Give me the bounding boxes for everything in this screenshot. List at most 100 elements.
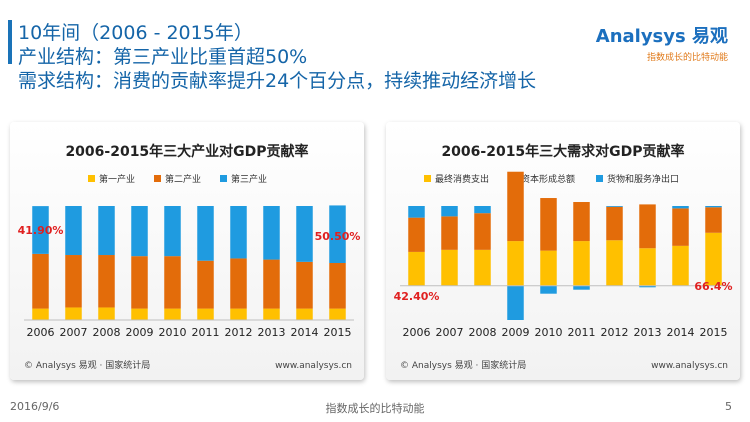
bar-2007-series-2 (65, 255, 82, 308)
bar-2013-series-1 (639, 248, 656, 286)
chart-source: © Analysys 易观 · 国家统计局 (24, 359, 150, 371)
analysys-logo: Analysys 易观 指数成长的比特动能 (596, 22, 728, 63)
x-tick-2011: 2011 (192, 326, 220, 339)
x-tick-2012: 2012 (601, 326, 629, 339)
x-tick-2007: 2007 (436, 326, 464, 339)
bar-2012-series-2 (230, 258, 247, 309)
bar-2014-series-2 (672, 208, 689, 246)
x-tick-2010: 2010 (535, 326, 563, 339)
bar-2013-series-2 (639, 204, 656, 249)
bar-2010-series-3 (540, 285, 557, 294)
bar-2009-series-3 (507, 285, 524, 320)
bar-2009-series-1 (131, 308, 148, 320)
bar-2010-series-2 (540, 198, 557, 251)
bar-2012-series-3 (230, 206, 247, 259)
slide-subtitle-industry: 产业结构：第三产业比重首超50% (18, 46, 308, 68)
footer-slogan: 指数成长的比特动能 (325, 402, 425, 415)
legend-swatch-3 (220, 175, 227, 182)
bar-2012-series-3 (606, 206, 623, 207)
bar-2011-series-1 (573, 241, 590, 286)
x-tick-2006: 2006 (27, 326, 55, 339)
bar-2014-series-3 (296, 206, 313, 262)
bar-2013-series-3 (639, 285, 656, 288)
x-tick-2013: 2013 (258, 326, 286, 339)
x-tick-2008: 2008 (93, 326, 121, 339)
bar-2015-series-2 (705, 207, 722, 233)
bar-2011-series-2 (573, 202, 590, 242)
data-label-2015: 66.4% (694, 280, 732, 293)
bar-2006-series-1 (408, 251, 425, 286)
slide-subtitle-demand: 需求结构：消费的贡献率提升24个百分点，持续推动经济增长 (18, 70, 537, 92)
bar-2013-series-2 (263, 259, 280, 309)
bar-2009-series-2 (507, 171, 524, 242)
bar-2008-series-2 (474, 213, 491, 250)
bar-2014-series-2 (296, 261, 313, 309)
x-tick-2009: 2009 (502, 326, 530, 339)
legend-label-1: 第一产业 (99, 173, 135, 185)
x-tick-2009: 2009 (126, 326, 154, 339)
page-number: 5 (725, 400, 732, 413)
bar-2011-series-2 (197, 260, 214, 309)
bar-2012-series-2 (606, 206, 623, 241)
bar-2007-series-3 (65, 206, 82, 256)
bar-2010-series-3 (164, 206, 181, 257)
bar-2015-series-3 (329, 205, 346, 263)
chart-site: www.analysys.cn (275, 361, 352, 371)
bar-2015-series-1 (329, 308, 346, 320)
bar-2014-series-1 (296, 308, 313, 320)
bar-2006-series-2 (32, 253, 49, 309)
x-tick-2008: 2008 (469, 326, 497, 339)
chart-title: 2006-2015年三大需求对GDP贡献率 (441, 143, 684, 160)
legend-swatch-3 (596, 175, 603, 182)
bar-2010-series-1 (164, 308, 181, 320)
legend-label-3: 第三产业 (231, 173, 267, 185)
x-tick-2013: 2013 (634, 326, 662, 339)
slide-title: 10年间（2006 - 2015年） (18, 22, 253, 44)
bar-2007-series-1 (65, 307, 82, 320)
bar-2008-series-1 (98, 307, 115, 320)
x-tick-2012: 2012 (225, 326, 253, 339)
bar-2013-series-1 (263, 308, 280, 320)
bar-2009-series-3 (131, 206, 148, 257)
x-tick-2010: 2010 (159, 326, 187, 339)
bar-2006-series-1 (32, 308, 49, 320)
chart-title: 2006-2015年三大产业对GDP贡献率 (65, 143, 308, 160)
x-tick-2015: 2015 (700, 326, 728, 339)
bar-2009-series-2 (131, 256, 148, 309)
x-tick-2014: 2014 (291, 326, 319, 339)
bar-2009-series-1 (507, 241, 524, 286)
legend-swatch-1 (88, 175, 95, 182)
x-tick-2007: 2007 (60, 326, 88, 339)
x-tick-2011: 2011 (568, 326, 596, 339)
bar-2011-series-3 (197, 206, 214, 261)
bar-2008-series-3 (474, 206, 491, 214)
legend-label-2: 第二产业 (165, 173, 201, 185)
bar-2008-series-3 (98, 206, 115, 256)
chart-site: www.analysys.cn (651, 361, 728, 371)
bar-2007-series-3 (441, 206, 458, 217)
bar-2008-series-2 (98, 255, 115, 308)
bar-2007-series-1 (441, 249, 458, 286)
footer-date: 2016/9/6 (10, 400, 60, 413)
logo-slogan: 指数成长的比特动能 (646, 53, 728, 63)
bar-2010-series-2 (164, 256, 181, 309)
legend-label-1: 最终消费支出 (435, 173, 489, 185)
bar-2013-series-3 (263, 206, 280, 260)
bar-2007-series-2 (441, 216, 458, 250)
x-tick-2015: 2015 (324, 326, 352, 339)
chart-panel-industry: 2006-2015年三大产业对GDP贡献率第一产业 第二产业 第三产业 2006 200… (10, 122, 364, 380)
bar-2012-series-1 (606, 240, 623, 286)
data-label-2006: 41.90% (18, 224, 64, 237)
bar-2014-series-1 (672, 245, 689, 286)
logo-name: Analysys 易观 (595, 26, 728, 47)
bar-2015-series-2 (329, 263, 346, 309)
legend-swatch-2 (154, 175, 161, 182)
bar-2010-series-1 (540, 250, 557, 286)
chart-panel-demand: 2006-2015年三大需求对GDP贡献率 最终消费支出 资本形成总额 货物和服务净出… (386, 122, 740, 380)
bar-2014-series-3 (672, 206, 689, 209)
bar-2006-series-3 (408, 206, 425, 218)
data-label-2006: 42.40% (394, 290, 440, 303)
bar-2015-series-3 (705, 206, 722, 208)
x-tick-2006: 2006 (403, 326, 431, 339)
